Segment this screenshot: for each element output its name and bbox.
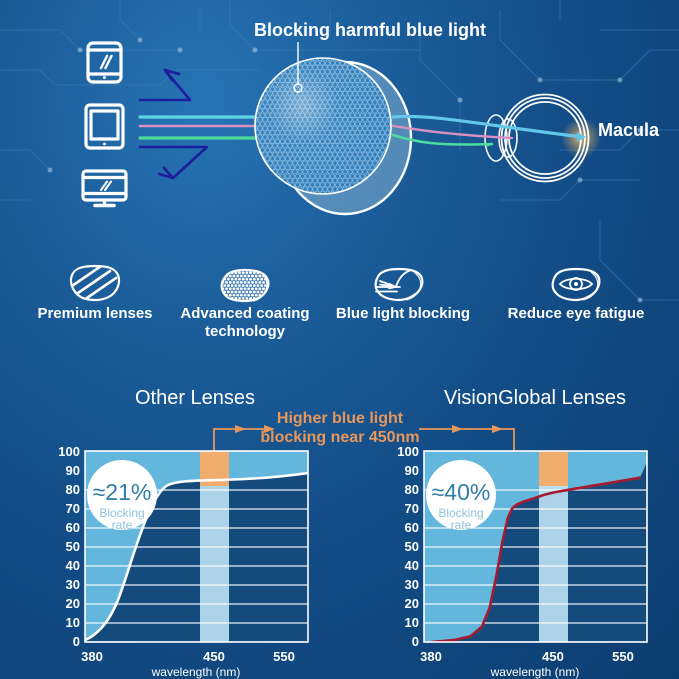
svg-text:100: 100 <box>397 444 419 459</box>
svg-text:50: 50 <box>405 539 419 554</box>
svg-text:80: 80 <box>405 482 419 497</box>
svg-text:10: 10 <box>405 615 419 630</box>
svg-text:≈40%: ≈40% <box>432 479 491 505</box>
svg-text:30: 30 <box>405 577 419 592</box>
svg-text:rate: rate <box>451 518 472 532</box>
svg-text:0: 0 <box>412 634 419 649</box>
svg-text:90: 90 <box>405 463 419 478</box>
svg-text:70: 70 <box>405 501 419 516</box>
svg-text:550: 550 <box>612 649 634 664</box>
svg-text:40: 40 <box>405 558 419 573</box>
svg-text:380: 380 <box>420 649 442 664</box>
svg-text:20: 20 <box>405 596 419 611</box>
svg-text:450: 450 <box>542 649 564 664</box>
svg-text:60: 60 <box>405 520 419 535</box>
svg-text:wavelength (nm): wavelength (nm) <box>490 665 580 679</box>
